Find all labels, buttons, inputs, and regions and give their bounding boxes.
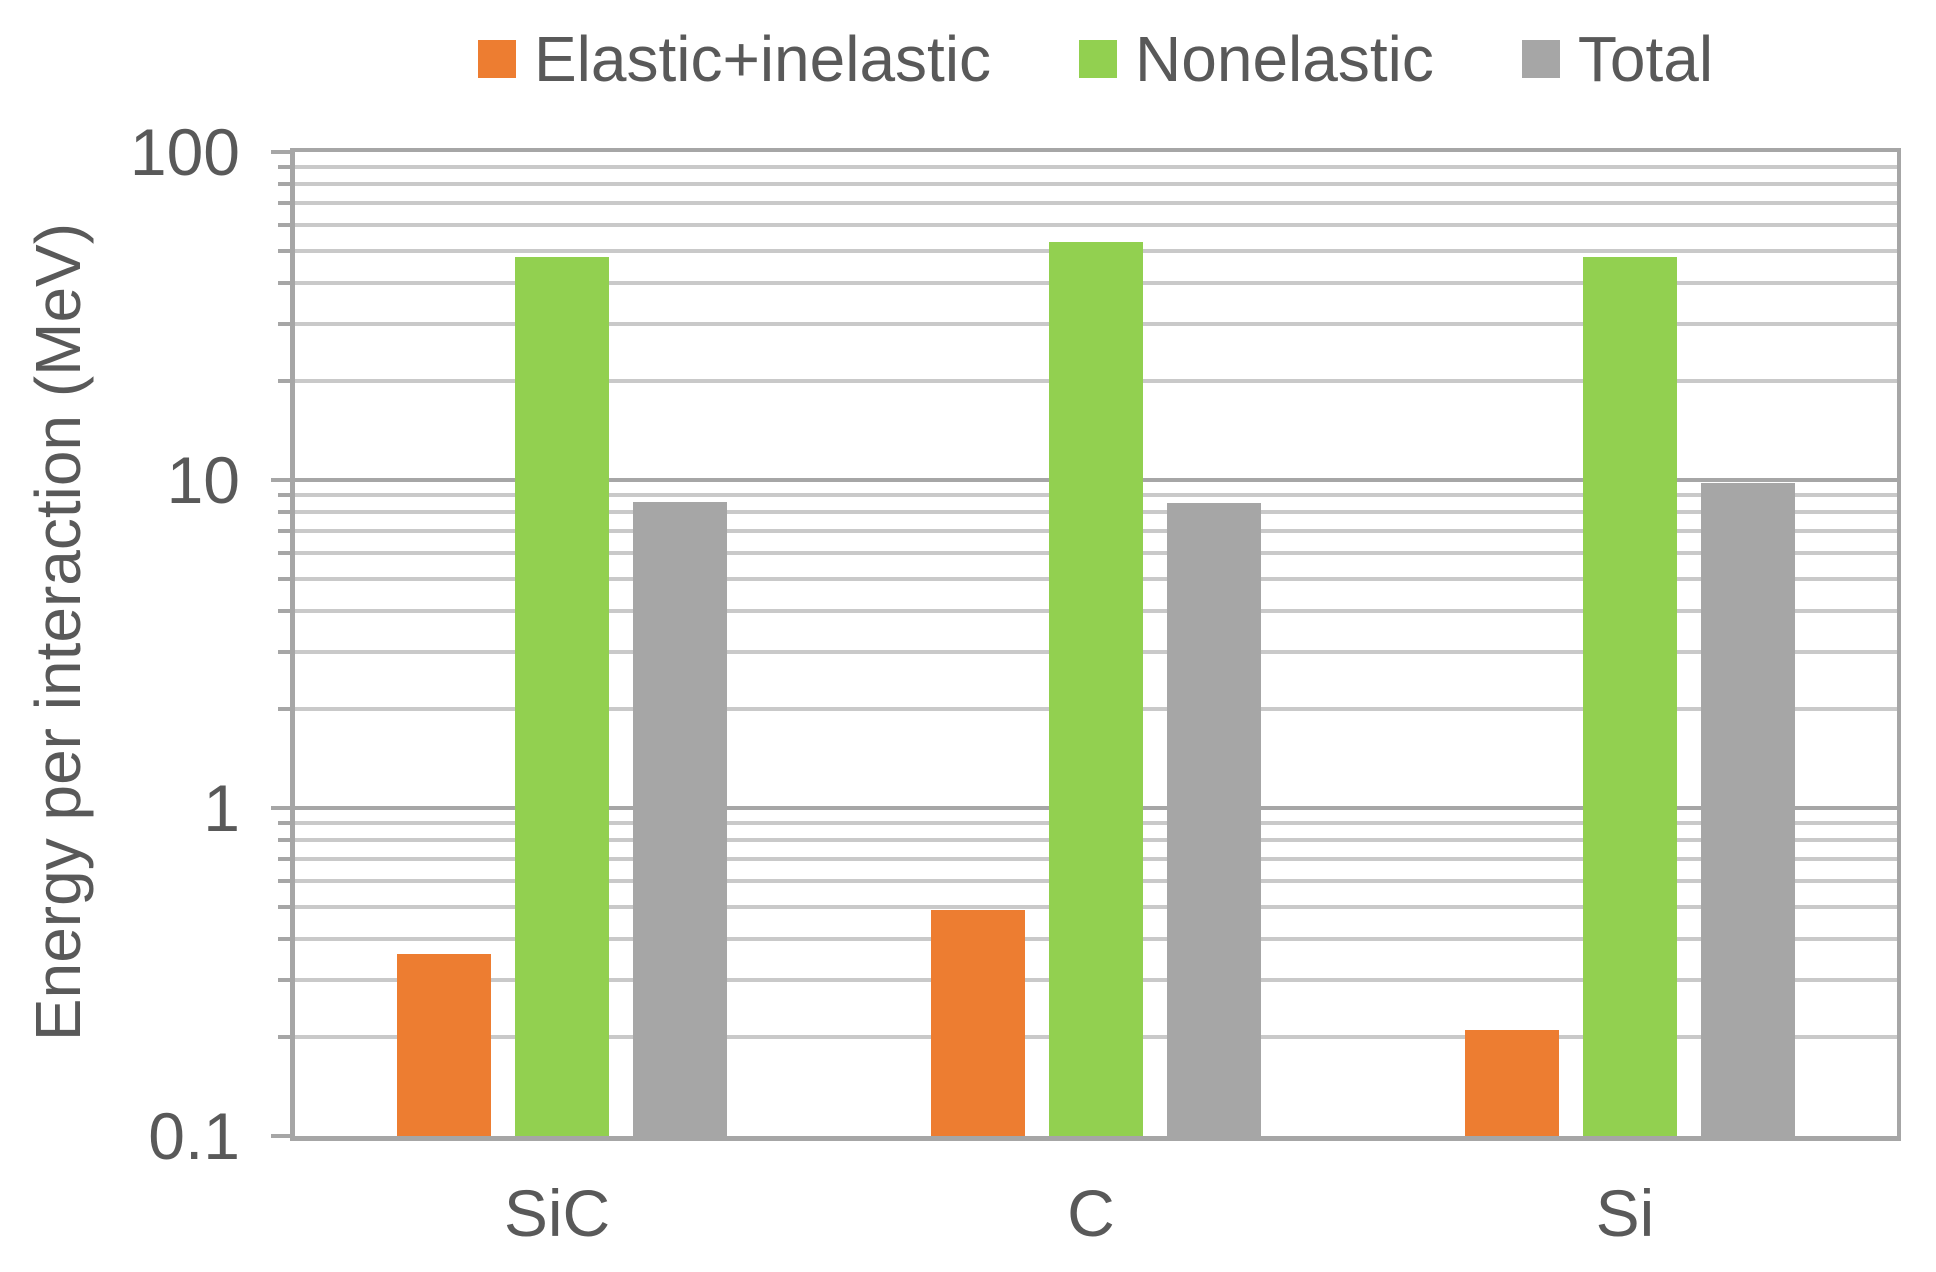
legend-label: Total <box>1577 23 1714 95</box>
y-tick-label: 0.1 <box>148 1099 240 1173</box>
y-axis-tick <box>278 280 295 285</box>
legend-item: Total <box>1521 23 1714 95</box>
y-axis-tick <box>278 608 295 613</box>
bar <box>633 501 727 1136</box>
y-axis-tick <box>271 478 295 482</box>
y-axis-tick <box>271 150 295 154</box>
bar <box>1049 242 1143 1136</box>
y-axis-tick <box>278 878 295 883</box>
plot-area <box>271 148 1901 1141</box>
y-axis-tick <box>278 707 295 712</box>
y-axis-tick <box>278 856 295 861</box>
y-axis-tick <box>278 181 295 186</box>
minor-gridline <box>295 181 1897 186</box>
bar <box>397 953 491 1136</box>
x-tick-label: SiC <box>503 1176 611 1250</box>
legend-item: Elastic+inelastic <box>477 23 992 95</box>
y-axis-tick <box>278 321 295 326</box>
legend-swatch-nonelastic-icon <box>1079 40 1118 78</box>
y-axis-tick <box>278 165 295 169</box>
y-tick-label: 1 <box>203 771 240 845</box>
y-axis-tick <box>278 528 295 533</box>
category-group <box>1363 152 1897 1136</box>
minor-gridline <box>295 165 1897 169</box>
y-tick-label: 10 <box>166 443 240 517</box>
x-axis-labels: SiC C Si <box>290 1180 1892 1246</box>
bar <box>1583 256 1677 1136</box>
x-tick-label: Si <box>1595 1176 1655 1250</box>
y-axis-tick <box>278 904 295 909</box>
bar <box>1701 482 1795 1136</box>
category-group <box>829 152 1363 1136</box>
bar-groups <box>295 152 1897 1136</box>
y-axis-tick <box>278 1035 295 1040</box>
y-axis-ticks <box>269 150 295 1138</box>
bar <box>931 909 1025 1136</box>
y-axis-tick <box>278 936 295 941</box>
y-axis-tick <box>278 493 295 497</box>
legend-swatch-elastic-inelastic-icon <box>477 40 516 78</box>
y-axis-tick <box>271 1134 295 1138</box>
y-axis-tick-labels: 100 10 1 0.1 <box>0 119 240 1169</box>
y-axis-tick <box>278 379 295 384</box>
bar <box>515 256 609 1136</box>
legend-label: Elastic+inelastic <box>533 23 992 95</box>
y-axis-tick <box>278 550 295 555</box>
legend-label: Nonelastic <box>1135 23 1434 95</box>
legend-item: Nonelastic <box>1079 27 1434 91</box>
category-group <box>295 152 829 1136</box>
y-axis-tick <box>278 248 295 253</box>
legend: Elastic+inelastic Nonelastic Total <box>290 16 1901 102</box>
minor-gridline <box>295 200 1897 205</box>
y-axis-tick <box>278 576 295 581</box>
x-tick-label: C <box>1067 1176 1115 1250</box>
legend-swatch-total-icon <box>1521 40 1560 78</box>
y-axis-tick <box>271 806 295 810</box>
minor-gridline <box>295 222 1897 227</box>
y-axis-tick <box>278 837 295 842</box>
bar <box>1465 1030 1559 1136</box>
y-axis-tick <box>278 509 295 514</box>
y-axis-tick <box>278 977 295 982</box>
y-axis-tick <box>278 222 295 227</box>
y-tick-label: 100 <box>129 115 240 189</box>
bar <box>1167 503 1261 1136</box>
y-axis-tick <box>278 649 295 654</box>
y-axis-tick <box>278 200 295 205</box>
y-axis-tick <box>278 821 295 825</box>
